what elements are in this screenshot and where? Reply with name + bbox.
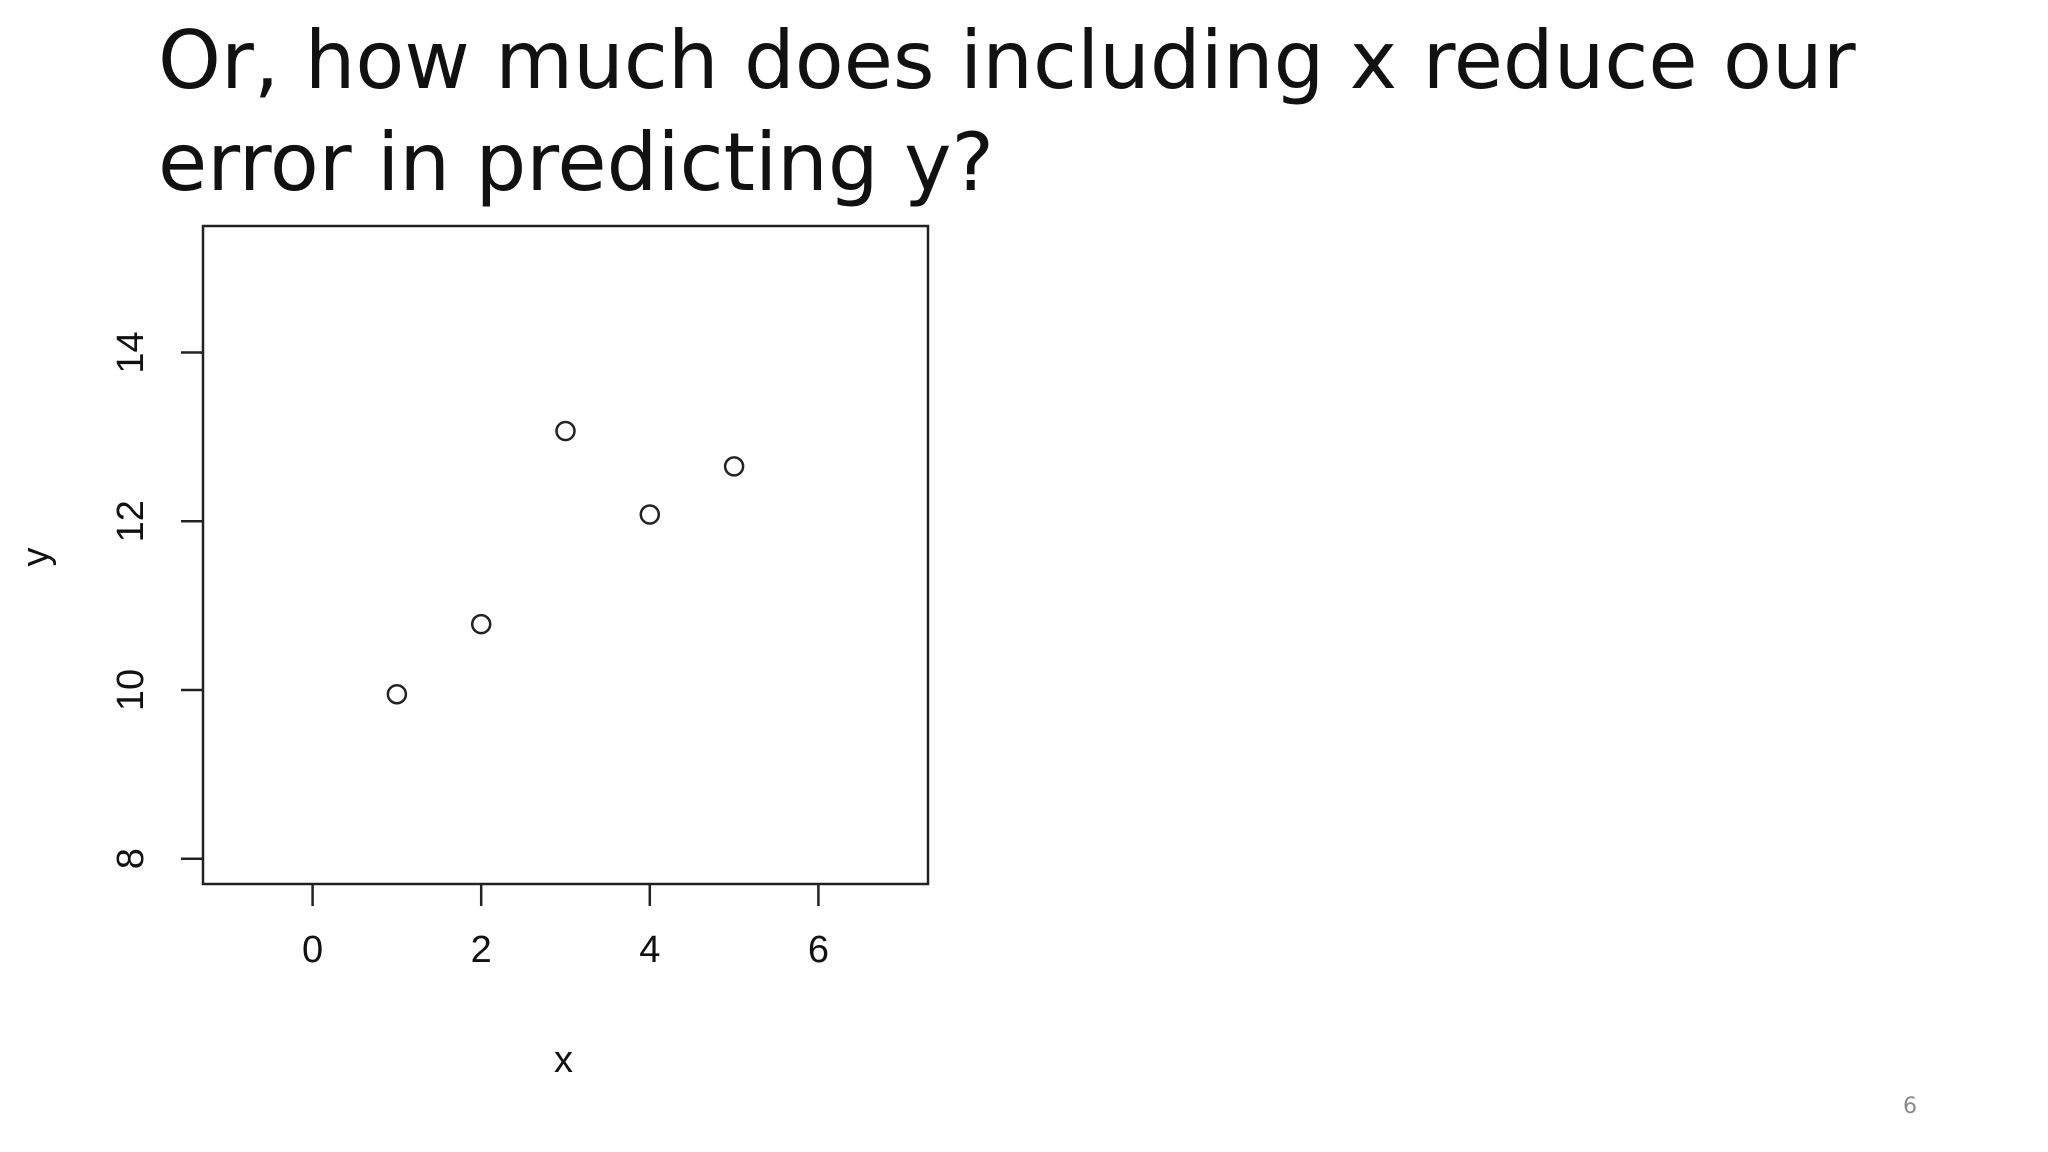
x-tick-label: 0 [302, 929, 323, 971]
plot-frame [201, 224, 930, 886]
x-axis-label: x [554, 1039, 573, 1081]
data-point [470, 613, 492, 635]
data-point [386, 683, 408, 705]
y-tick-label: 12 [110, 500, 152, 542]
y-tick-label: 14 [110, 331, 152, 373]
x-tick-label: 6 [808, 929, 829, 971]
y-axis-label: y [15, 548, 57, 567]
data-point [723, 456, 745, 477]
data-point [639, 504, 661, 525]
slide-title: Or, how much does including x reduce our… [158, 14, 1856, 209]
x-tick-label: 2 [471, 929, 492, 971]
y-tick-label: 8 [110, 848, 152, 869]
x-tick-label: 4 [639, 929, 660, 971]
data-point [555, 420, 576, 442]
y-tick-label: 10 [110, 669, 152, 711]
slide-number: 6 [1903, 1094, 1917, 1119]
